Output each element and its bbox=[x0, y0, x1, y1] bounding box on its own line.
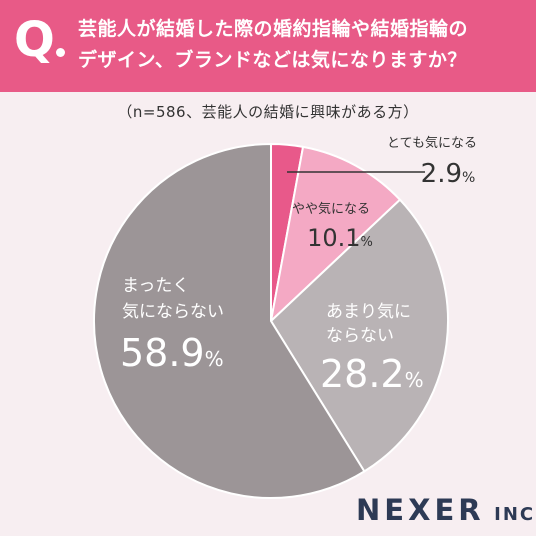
question-line-1: 芸能人が結婚した際の婚約指輪や結婚指輪の bbox=[78, 18, 469, 40]
pie-slice-somewhat-concerned bbox=[269, 145, 402, 324]
slice-label-not-at-all-line2: 気にならない bbox=[122, 302, 224, 322]
slice-label-not-at-all-line1: まったく bbox=[122, 276, 189, 296]
question-header: Q 芸能人が結婚した際の婚約指輪や結婚指輪の デザイン、ブランドなどは気になりま… bbox=[0, 0, 536, 92]
pie-slice-not-very-concerned bbox=[269, 198, 449, 473]
slice-label-not-very-line2: ならない bbox=[326, 326, 394, 346]
q-dot bbox=[56, 48, 65, 57]
slice-value-not-very: 28.2% bbox=[320, 352, 424, 396]
brand-name: NEXER bbox=[356, 493, 485, 527]
slice-label-somewhat-concerned: やや気になる bbox=[292, 201, 370, 217]
pie-slices bbox=[93, 142, 449, 499]
slice-value-not-at-all: 58.9% bbox=[120, 331, 224, 375]
sample-note: （n=586、芸能人の結婚に興味がある方） bbox=[117, 103, 419, 121]
slice-value-somewhat-concerned: 10.1% bbox=[307, 224, 373, 252]
slice-label-not-very-line1: あまり気に bbox=[326, 302, 411, 322]
pie-slice-not-at-all-concerned bbox=[93, 142, 366, 499]
slice-label-very-concerned: とても気になる bbox=[387, 135, 477, 151]
q-mark: Q bbox=[14, 12, 55, 68]
brand-logo: NEXER INC. bbox=[356, 493, 536, 527]
question-line-2: デザイン、ブランドなどは気になりますか？ bbox=[78, 49, 467, 71]
brand-suffix: INC. bbox=[494, 504, 536, 525]
slice-value-very-concerned: 2.9% bbox=[421, 159, 476, 189]
